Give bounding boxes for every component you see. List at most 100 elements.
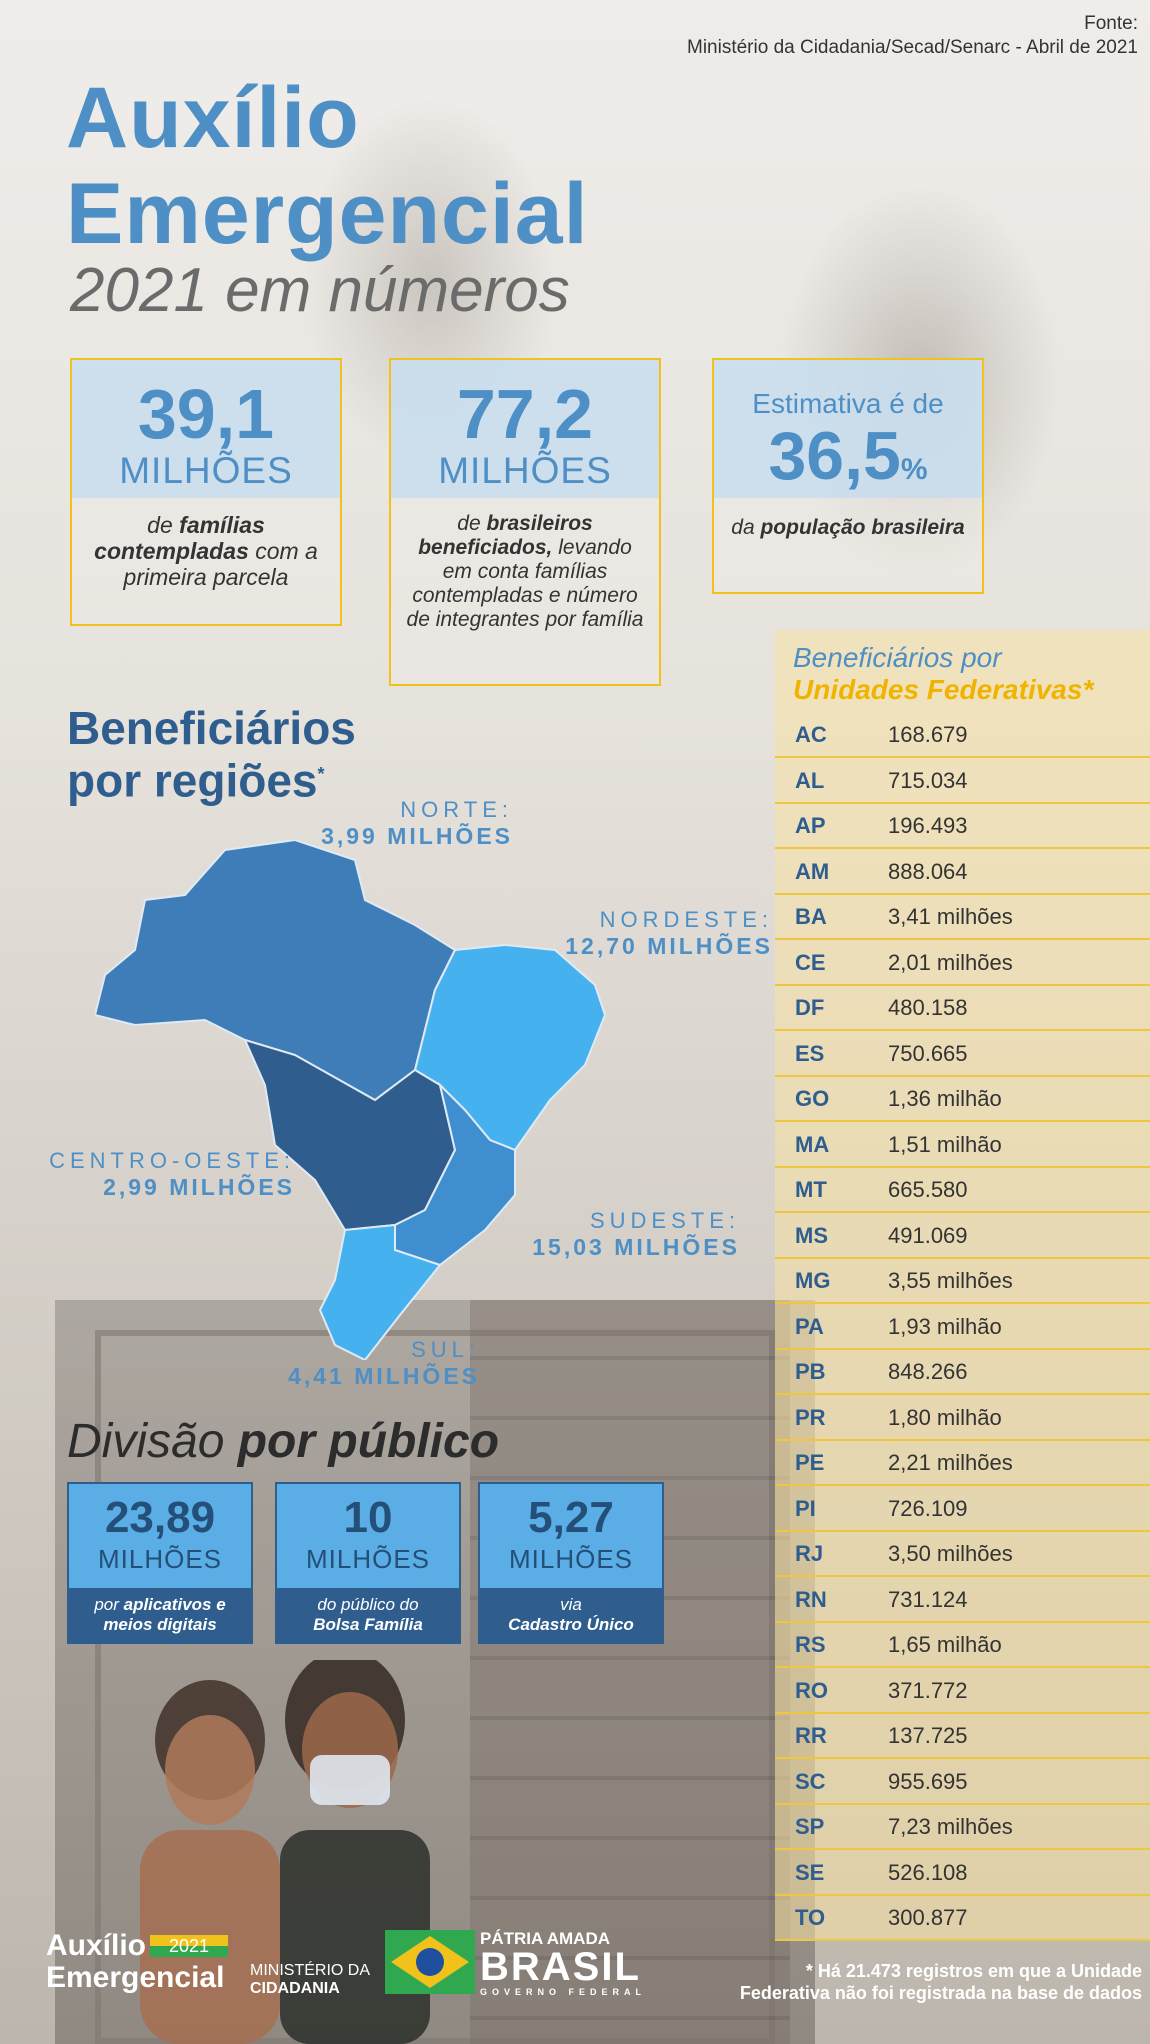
ministry-logo: MINISTÉRIO DA CIDADANIA xyxy=(250,1962,371,1997)
uf-row: RO 371.772 xyxy=(775,1668,1150,1714)
uf-state: AL xyxy=(795,767,825,793)
stat-description: da população brasileira xyxy=(731,516,965,539)
uf-row: SP 7,23 milhões xyxy=(775,1804,1150,1850)
uf-state: CE xyxy=(795,949,826,975)
uf-state: PR xyxy=(795,1404,826,1430)
uf-value: 137.725 xyxy=(888,1723,968,1748)
stat-number: 39,1 xyxy=(137,375,275,453)
uf-value: 3,41 milhões xyxy=(888,904,1013,929)
uf-state: MT xyxy=(795,1177,827,1202)
uf-row: SC 955.695 xyxy=(775,1759,1150,1805)
uf-state: AM xyxy=(795,858,830,884)
uf-state: GO xyxy=(795,1086,830,1111)
uf-value: 848.266 xyxy=(888,1359,968,1384)
uf-value: 3,50 milhões xyxy=(888,1541,1013,1566)
uf-row: PB 848.266 xyxy=(775,1349,1150,1395)
uf-value: 726.109 xyxy=(888,1495,968,1521)
uf-row: RS 1,65 milhão xyxy=(775,1622,1150,1668)
brazil-map xyxy=(95,840,607,1360)
uf-state: TO xyxy=(795,1905,826,1930)
stat-description: de famílias contempladas com a primeira … xyxy=(94,512,318,590)
uf-value: 3,55 milhões xyxy=(888,1268,1013,1293)
uf-state: RJ xyxy=(795,1541,824,1566)
subtitle: 2021 em números xyxy=(70,256,570,325)
uf-row: AM 888.064 xyxy=(775,849,1150,895)
uf-state: RO xyxy=(795,1677,828,1703)
stat-beneficiaries: 77,2 MILHÕES de brasileiros beneficiados… xyxy=(389,358,661,686)
uf-row: PA 1,93 milhão xyxy=(775,1304,1150,1350)
uf-row: MS 491.069 xyxy=(775,1213,1150,1259)
uf-row: RN 731.124 xyxy=(775,1577,1150,1623)
source-label: Fonte: xyxy=(1084,13,1138,34)
uf-state: BA xyxy=(795,904,827,929)
uf-value: 731.124 xyxy=(888,1586,968,1612)
public-card-bolsa: 10 MILHÕES do público do Bolsa Família xyxy=(275,1482,461,1644)
uf-state: AP xyxy=(795,813,826,838)
uf-state: PA xyxy=(795,1313,824,1339)
region-sudeste xyxy=(394,1081,516,1267)
uf-value: 1,80 milhão xyxy=(888,1404,1002,1430)
logo-year-badge: 2021 xyxy=(150,1935,228,1957)
uf-state: PI xyxy=(795,1495,816,1521)
title-line2: Emergencial xyxy=(66,166,589,262)
uf-value: 196.493 xyxy=(888,813,968,838)
uf-state: MA xyxy=(795,1131,830,1157)
uf-value: 1,36 milhão xyxy=(888,1086,1002,1111)
uf-value: 955.695 xyxy=(888,1768,968,1794)
uf-value: 491.069 xyxy=(888,1222,968,1248)
uf-value: 480.158 xyxy=(888,995,968,1020)
uf-state: MG xyxy=(795,1268,831,1293)
stat-percent: % xyxy=(900,453,928,486)
uf-state: AC xyxy=(795,722,827,747)
uf-value: 168.679 xyxy=(888,722,968,747)
uf-value: 2,01 milhões xyxy=(888,949,1013,975)
uf-value: 2,21 milhões xyxy=(888,1450,1013,1475)
stat-population: Estimativa é de 36,5% da população brasi… xyxy=(712,358,984,594)
uf-row: PE 2,21 milhões xyxy=(775,1440,1150,1486)
stat-families: 39,1 MILHÕES de famílias contempladas co… xyxy=(70,358,342,626)
uf-value: 371.772 xyxy=(888,1677,968,1703)
auxilio-logo: Auxílio Emergencial xyxy=(46,1929,225,1994)
region-label-norte: NORTE: 3,99 MILHÕES xyxy=(321,797,513,849)
footnote: * Há 21.473 registros em que a Unidade Fe… xyxy=(739,1961,1142,2003)
uf-value: 300.877 xyxy=(888,1905,968,1930)
uf-state: PE xyxy=(795,1450,825,1475)
division-title: Divisão por público xyxy=(67,1415,500,1468)
uf-state: RS xyxy=(795,1632,826,1657)
uf-state: SP xyxy=(795,1814,825,1839)
uf-row: AP 196.493 xyxy=(775,803,1150,849)
uf-state: RR xyxy=(795,1723,827,1748)
uf-value: 1,65 milhão xyxy=(888,1632,1002,1657)
uf-state: SE xyxy=(795,1859,825,1885)
uf-row: DF 480.158 xyxy=(775,985,1150,1031)
uf-value: 1,93 milhão xyxy=(888,1313,1002,1339)
uf-state: ES xyxy=(795,1040,825,1066)
source-note: Fonte: Ministério da Cidadania/Secad/Sen… xyxy=(687,12,1138,60)
uf-row: RR 137.725 xyxy=(775,1713,1150,1759)
uf-state: PB xyxy=(795,1359,826,1384)
public-card-cadastro: 5,27 MILHÕES via Cadastro Único xyxy=(478,1482,664,1644)
region-label-nordeste: NORDESTE: 12,70 MILHÕES xyxy=(565,907,773,959)
uf-row: SE 526.108 xyxy=(775,1850,1150,1896)
region-label-sudeste: SUDESTE: 15,03 MILHÕES xyxy=(532,1208,740,1260)
region-label-sul: SUL: 4,41 MILHÕES xyxy=(288,1337,480,1389)
uf-row: BA 3,41 milhões xyxy=(775,894,1150,940)
uf-row: MG 3,55 milhões xyxy=(775,1258,1150,1304)
stat-prefix: Estimativa é de xyxy=(752,388,944,419)
uf-value: 1,51 milhão xyxy=(888,1131,1002,1157)
uf-row: TO 300.877 xyxy=(775,1895,1150,1941)
wood-planks xyxy=(470,1300,790,2044)
uf-row: MT 665.580 xyxy=(775,1167,1150,1213)
uf-value: 888.064 xyxy=(888,858,968,884)
uf-row: GO 1,36 milhão xyxy=(775,1076,1150,1122)
regions-title: Beneficiários por regiões* xyxy=(67,702,356,807)
uf-row: CE 2,01 milhões xyxy=(775,940,1150,986)
uf-row: MA 1,51 milhão xyxy=(775,1122,1150,1168)
uf-state: SC xyxy=(795,1768,826,1794)
stat-number: 77,2 xyxy=(456,375,594,453)
uf-title: Beneficiários por Unidades Federativas* xyxy=(793,642,1094,705)
region-label-centro-oeste: CENTRO-OESTE: 2,99 MILHÕES xyxy=(49,1148,295,1200)
uf-state: MS xyxy=(795,1222,828,1248)
source-text: Ministério da Cidadania/Secad/Senarc - A… xyxy=(687,37,1138,58)
uf-value: 715.034 xyxy=(888,767,968,793)
